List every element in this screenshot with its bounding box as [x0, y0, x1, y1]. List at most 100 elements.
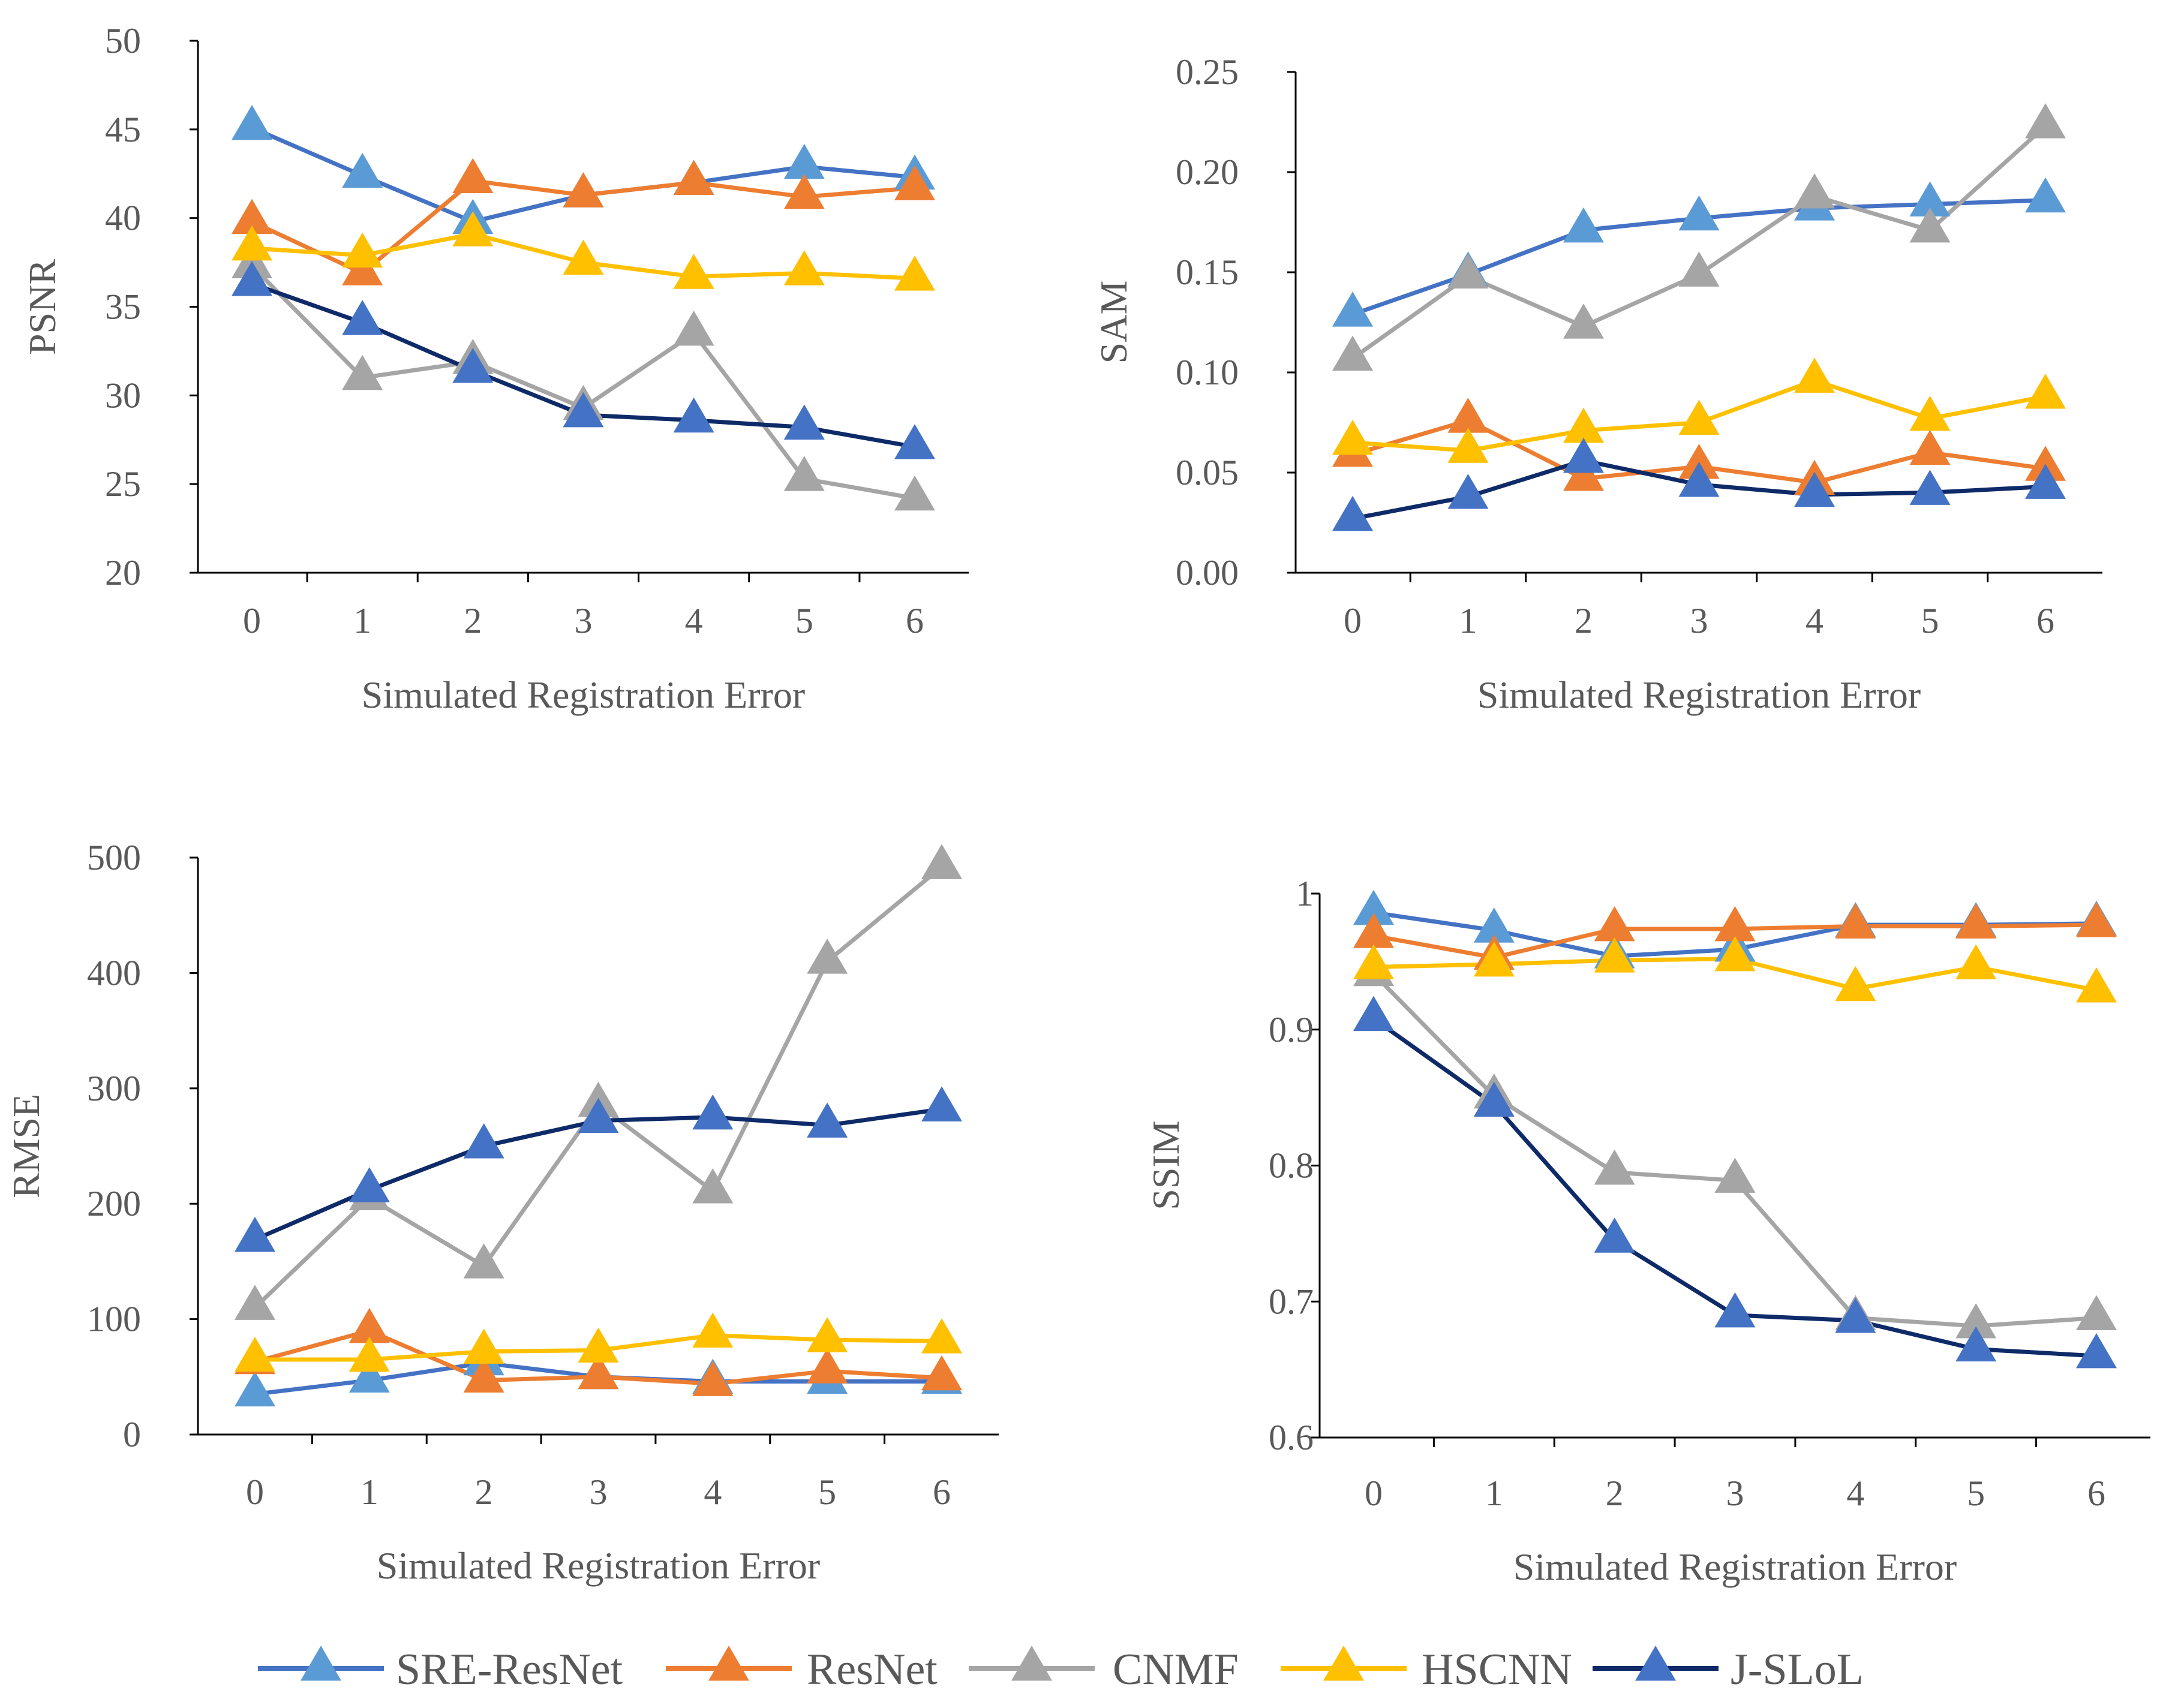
rmse-y-axis-title: RMSE: [5, 1094, 47, 1198]
ssim-point-j-slol: [1955, 1326, 1997, 1362]
psnr-point-j-slol: [563, 392, 604, 428]
ssim-chart: 0.6 0.7 0.8 0.9 1 0 1 2 3 4 5 6 Simulated Registrati…: [1144, 874, 2150, 1588]
sam-y-axis-title: SAM: [1092, 281, 1135, 364]
rmse-y-tick-label: 100: [87, 1300, 141, 1339]
sam-x-tick-label: 5: [1921, 601, 1939, 640]
ssim-point-sre-resnet: [1353, 889, 1394, 925]
psnr-point-resnet: [452, 158, 494, 194]
sam-point-cnmf: [2025, 103, 2066, 139]
ssim-point-cnmf: [2076, 1295, 2117, 1330]
psnr-point-hscnn: [673, 254, 714, 289]
psnr-point-resnet: [783, 174, 825, 209]
ssim-point-resnet: [1353, 913, 1394, 948]
legend-item-hscnn: HSCNN: [1281, 1645, 1572, 1694]
rmse-point-j-slol: [349, 1167, 390, 1202]
sam-point-hscnn: [2025, 374, 2066, 409]
psnr-x-axis-title: Simulated Registration Error: [362, 673, 805, 716]
psnr-y-tick-label: 30: [105, 375, 141, 415]
rmse-chart: 0 100 200 300 400 500 0 1 2 3 4 5 6 Simulated Registr…: [5, 838, 999, 1587]
psnr-point-hscnn: [452, 211, 494, 246]
sam-point-resnet: [1678, 443, 1720, 479]
ssim-y-tick-label: 0.8: [1269, 1146, 1314, 1186]
rmse-point-j-slol: [235, 1216, 275, 1252]
sam-point-resnet: [2025, 446, 2066, 481]
legend-item-resnet: ResNet: [666, 1645, 938, 1694]
sam-point-hscnn: [1332, 419, 1373, 455]
ssim-x-tick-label: 1: [1485, 1474, 1503, 1513]
rmse-point-hscnn: [349, 1336, 390, 1372]
ssim-series-line-cnmf: [1371, 972, 2099, 1328]
legend-label: ResNet: [807, 1645, 938, 1694]
ssim-x-axis-title: Simulated Registration Error: [1513, 1545, 1957, 1588]
rmse-y-tick-label: 400: [87, 953, 141, 993]
psnr-point-j-slol: [894, 424, 935, 459]
psnr-point-resnet: [232, 199, 272, 234]
psnr-y-tick-label: 50: [105, 21, 141, 61]
sam-point-sre-resnet: [1332, 291, 1373, 327]
rmse-point-resnet: [807, 1348, 848, 1384]
legend-item-cnmf: CNMF: [969, 1645, 1239, 1694]
psnr-point-hscnn: [232, 225, 272, 261]
ssim-point-j-slol: [1835, 1297, 1876, 1333]
psnr-point-resnet: [563, 172, 604, 208]
psnr-point-j-slol: [452, 347, 494, 383]
sam-point-cnmf: [1447, 253, 1489, 289]
ssim-y-tick-label: 0.7: [1269, 1282, 1314, 1321]
sam-chart: 0.00 0.05 0.10 0.15 0.20 0.25 0 1 2 3 4 5 6 Simulated…: [1092, 52, 2102, 716]
psnr-x-tick-label: 2: [464, 601, 482, 640]
rmse-x-tick-label: 5: [818, 1472, 836, 1512]
rmse-y-tick-label: 500: [87, 838, 141, 877]
ssim-y-tick-label: 0.6: [1269, 1418, 1314, 1457]
legend-label: HSCNN: [1422, 1645, 1572, 1694]
legend-label: CNMF: [1113, 1645, 1239, 1694]
sam-point-resnet: [1563, 456, 1604, 491]
ssim-x-tick-label: 3: [1726, 1474, 1744, 1513]
rmse-point-resnet: [578, 1354, 619, 1390]
rmse-point-j-slol: [463, 1123, 504, 1159]
sam-point-hscnn: [1678, 399, 1720, 435]
rmse-y-tick-label: 200: [87, 1184, 141, 1223]
rmse-point-hscnn: [692, 1312, 734, 1348]
psnr-x-tick-label: 6: [906, 601, 924, 640]
psnr-x-tick-label: 1: [353, 601, 371, 640]
rmse-point-hscnn: [578, 1327, 619, 1363]
rmse-point-cnmf: [235, 1285, 275, 1320]
sam-point-sre-resnet: [1563, 207, 1604, 243]
rmse-x-tick-label: 1: [360, 1472, 378, 1512]
sam-point-sre-resnet: [1909, 181, 1951, 216]
psnr-y-tick-label: 20: [105, 553, 141, 593]
sam-point-j-slol: [2025, 464, 2066, 499]
ssim-point-hscnn: [1594, 937, 1635, 973]
rmse-point-cnmf: [807, 939, 848, 974]
ssim-x-tick-label: 6: [2087, 1474, 2105, 1513]
rmse-x-tick-label: 4: [704, 1472, 722, 1512]
sam-point-cnmf: [1909, 207, 1951, 243]
rmse-x-tick-label: 3: [590, 1472, 608, 1512]
rmse-point-sre-resnet: [349, 1357, 390, 1393]
ssim-point-cnmf: [1714, 1157, 1756, 1193]
psnr-point-hscnn: [342, 232, 383, 268]
sam-x-tick-label: 0: [1344, 601, 1362, 640]
sam-y-tick-label: 0.05: [1176, 453, 1239, 492]
ssim-point-j-slol: [1714, 1292, 1756, 1328]
legend-swatch-marker: [1635, 1646, 1676, 1681]
psnr-point-cnmf: [342, 354, 383, 390]
ssim-x-tick-label: 4: [1846, 1474, 1864, 1513]
psnr-x-tick-label: 0: [243, 601, 261, 640]
rmse-y-tick-label: 0: [123, 1415, 141, 1454]
psnr-y-axis-title: PSNR: [21, 259, 64, 355]
psnr-point-hscnn: [894, 255, 935, 291]
rmse-point-j-slol: [692, 1094, 734, 1130]
legend-swatch-marker: [1011, 1646, 1052, 1681]
ssim-point-resnet: [1714, 906, 1756, 942]
psnr-point-cnmf: [232, 243, 272, 278]
ssim-point-resnet: [1594, 906, 1635, 942]
rmse-point-hscnn: [463, 1328, 504, 1364]
ssim-x-tick-label: 5: [1967, 1474, 1985, 1513]
legend-item-j-slol: J-SLoL: [1593, 1645, 1864, 1694]
psnr-x-tick-label: 5: [795, 601, 813, 640]
rmse-point-cnmf: [692, 1168, 734, 1204]
sam-point-cnmf: [1678, 251, 1720, 287]
ssim-point-hscnn: [1835, 966, 1876, 1002]
